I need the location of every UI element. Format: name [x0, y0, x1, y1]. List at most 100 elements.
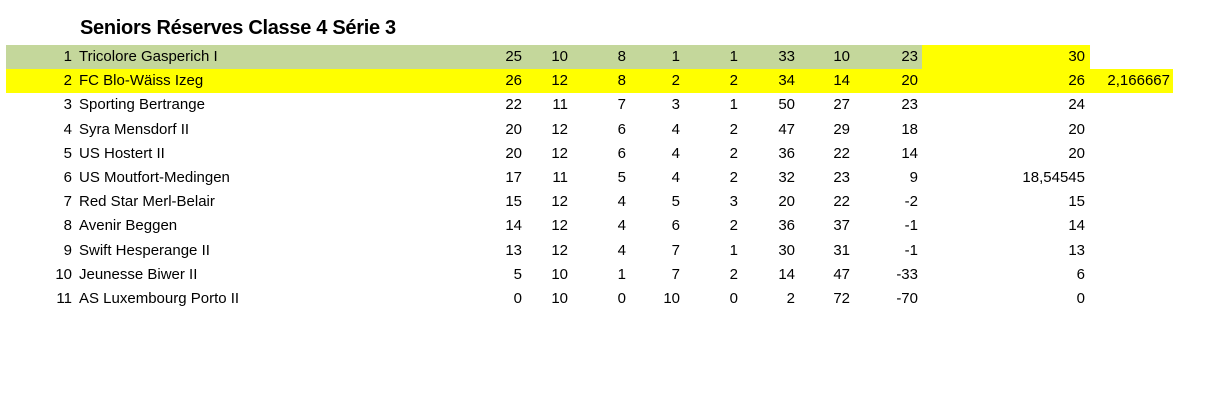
stat-cell: 30: [778, 241, 795, 259]
stat-cell: 31: [833, 241, 850, 259]
rank-cell: 6: [63, 169, 72, 186]
points-cell: 24: [1068, 96, 1085, 114]
stat-cell: 2: [729, 265, 738, 283]
stat-cell: 2: [786, 290, 795, 307]
stat-cell: 0: [617, 290, 626, 307]
team-cell: US Hostert II: [79, 144, 165, 162]
stat-cell: 12: [551, 193, 568, 211]
points-cell: 20: [1068, 120, 1085, 138]
row-highlight: [6, 69, 1173, 94]
stat-cell: 1: [617, 265, 626, 283]
stat-cell: 12: [551, 217, 568, 235]
stat-cell: 2: [729, 120, 738, 138]
stat-cell: 33: [778, 48, 795, 65]
rank-cell: 5: [63, 144, 72, 162]
extra-cell: 2,166667: [1107, 72, 1170, 90]
stat-cell: 1: [729, 96, 738, 114]
stat-cell: 14: [505, 217, 522, 235]
stat-cell: 10: [551, 290, 568, 307]
stat-cell: 11: [552, 169, 568, 186]
stat-cell: -70: [896, 290, 918, 307]
stat-cell: 12: [551, 120, 568, 138]
rank-cell: 7: [63, 193, 72, 211]
stat-cell: 20: [505, 144, 522, 162]
rank-cell: 9: [63, 241, 72, 259]
points-cell: 18,54545: [1022, 169, 1085, 186]
table-row: 9 Swift Hesperange II 13 12 4 7 1 30 31 -1 13: [0, 239, 1216, 263]
table-row: 4 Syra Mensdorf II 20 12 6 4 2 47 29 18 20: [0, 118, 1216, 142]
rank-cell: 10: [55, 265, 72, 283]
stat-cell: -33: [896, 265, 918, 283]
team-cell: AS Luxembourg Porto II: [79, 290, 240, 307]
stat-cell: 12: [551, 72, 568, 90]
stat-cell: 17: [505, 169, 522, 186]
stat-cell: 12: [551, 241, 568, 259]
stat-cell: 7: [671, 265, 680, 283]
stat-cell: 3: [729, 193, 738, 211]
stat-cell: 6: [671, 217, 680, 235]
stat-cell: 26: [505, 72, 522, 90]
stat-cell: 15: [505, 193, 522, 211]
rank-cell: 2: [63, 72, 72, 90]
stat-cell: 20: [901, 72, 918, 90]
table-row: 8 Avenir Beggen 14 12 4 6 2 36 37 -1 14: [0, 214, 1216, 238]
stat-cell: 47: [833, 265, 850, 283]
rank-cell: 4: [63, 120, 72, 138]
stat-cell: 36: [778, 144, 795, 162]
stat-cell: 5: [617, 169, 626, 186]
stat-cell: 14: [778, 265, 795, 283]
stat-cell: 0: [513, 290, 522, 307]
stat-cell: 1: [671, 48, 680, 65]
table-row: 5 US Hostert II 20 12 6 4 2 36 22 14 20: [0, 142, 1216, 166]
stat-cell: 8: [617, 72, 626, 90]
row-highlight: [922, 45, 1090, 69]
stat-cell: -1: [904, 241, 918, 259]
stat-cell: 22: [833, 193, 850, 211]
team-cell: Swift Hesperange II: [79, 241, 210, 259]
table-row: 6 US Moutfort-Medingen 17 11 5 4 2 32 23 9 18,5454…: [0, 166, 1216, 190]
team-cell: Red Star Merl-Belair: [79, 193, 215, 211]
points-cell: 6: [1076, 265, 1085, 283]
stat-cell: 23: [901, 48, 918, 65]
stat-cell: 72: [833, 290, 850, 307]
stat-cell: 0: [729, 290, 738, 307]
stat-cell: 20: [505, 120, 522, 138]
table-row: 3 Sporting Bertrange 22 11 7 3 1 50 27 23 24: [0, 93, 1216, 117]
team-cell: Syra Mensdorf II: [79, 120, 190, 138]
stat-cell: 23: [901, 96, 918, 114]
stat-cell: 22: [505, 96, 522, 114]
stat-cell: 2: [729, 72, 738, 90]
stat-cell: 7: [671, 241, 680, 259]
stat-cell: 20: [778, 193, 795, 211]
stat-cell: 13: [505, 241, 522, 259]
stat-cell: 32: [778, 169, 795, 186]
points-cell: 20: [1068, 144, 1085, 162]
stat-cell: 29: [833, 120, 850, 138]
stat-cell: 34: [778, 72, 795, 90]
stat-cell: 6: [617, 144, 626, 162]
stat-cell: -1: [904, 217, 918, 235]
stat-cell: 36: [778, 217, 795, 235]
team-cell: Tricolore Gasperich I: [79, 48, 218, 65]
points-cell: 0: [1076, 290, 1085, 307]
stat-cell: 2: [729, 144, 738, 162]
stat-cell: 10: [833, 48, 850, 65]
stat-cell: 12: [551, 144, 568, 162]
team-cell: Avenir Beggen: [79, 217, 178, 235]
stat-cell: 1: [729, 241, 738, 259]
points-cell: 13: [1068, 241, 1085, 259]
points-cell: 15: [1068, 193, 1085, 211]
stat-cell: 8: [617, 48, 626, 65]
points-cell: 30: [1068, 48, 1085, 65]
stat-cell: 4: [671, 120, 680, 138]
stat-cell: 50: [778, 96, 795, 114]
team-cell: US Moutfort-Medingen: [79, 169, 230, 186]
table-title: Seniors Réserves Classe 4 Série 3: [80, 17, 396, 39]
stat-cell: 18: [901, 120, 918, 138]
stat-cell: 10: [551, 48, 568, 65]
stat-cell: 37: [833, 217, 850, 235]
stat-cell: 5: [671, 193, 680, 211]
points-cell: 14: [1068, 217, 1085, 235]
stat-cell: 7: [617, 96, 626, 114]
stat-cell: 23: [833, 169, 850, 186]
